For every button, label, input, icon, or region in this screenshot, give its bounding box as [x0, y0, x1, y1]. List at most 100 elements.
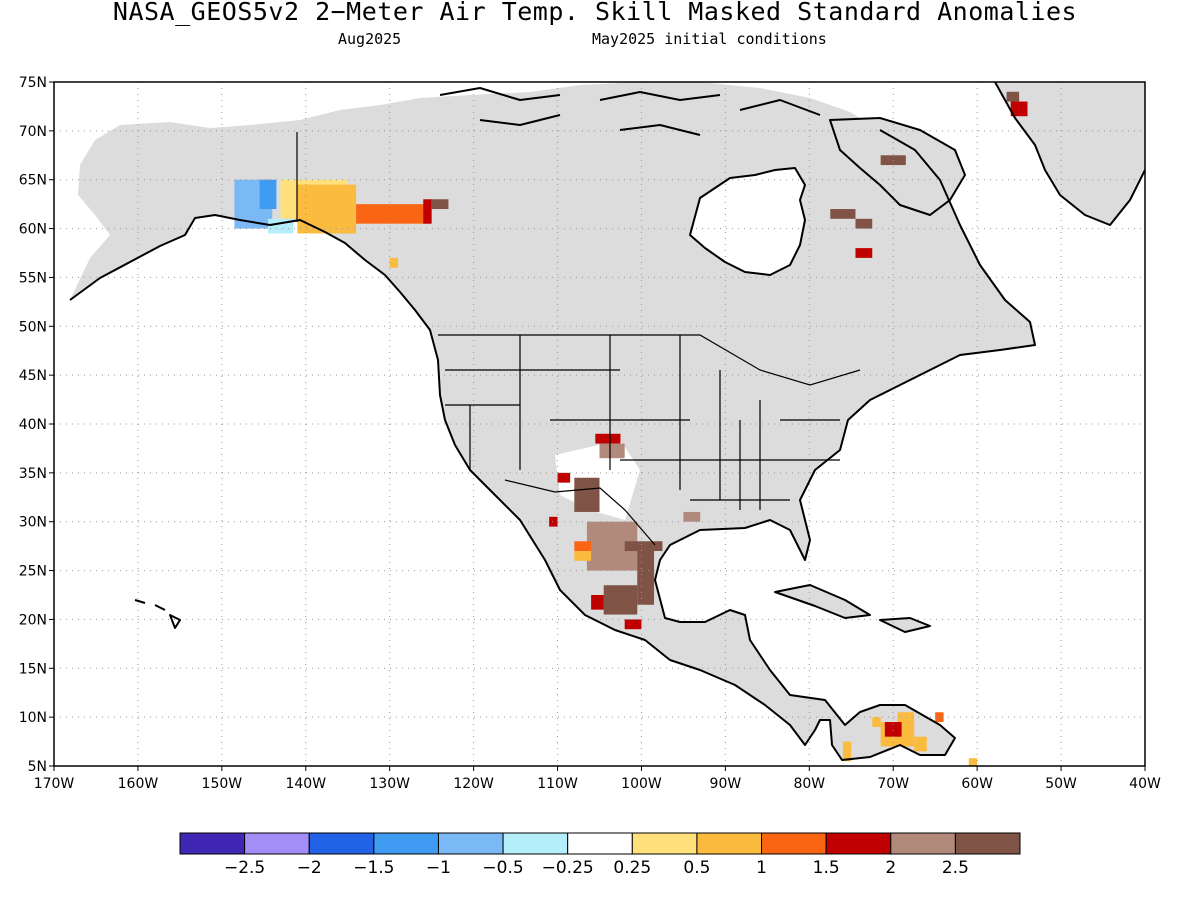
arctic-islands-masked-area — [830, 118, 965, 215]
colorbar-label: 0.5 — [683, 858, 710, 878]
coastlines — [69, 82, 1145, 761]
valid-month: Aug2025 — [338, 30, 402, 48]
political-borders — [296, 132, 861, 546]
arctic-islands-coastline — [829, 117, 966, 216]
colorbar-label: −1 — [426, 858, 451, 878]
anomaly-patch — [1006, 91, 1020, 102]
lat-tick-label: 40N — [19, 417, 47, 433]
colorbar-swatch — [890, 832, 956, 855]
anomaly-patch — [599, 443, 625, 459]
lat-tick-label: 55N — [19, 270, 47, 286]
anomaly-patch — [855, 218, 873, 229]
lon-tick-label: 170W — [34, 776, 75, 792]
colorbar-label: 2.5 — [942, 858, 969, 878]
colorbar-swatch — [437, 832, 504, 855]
lat-tick-label: 65N — [19, 173, 47, 189]
colorbar-label: −2 — [297, 858, 322, 878]
lat-tick-label: 35N — [19, 466, 47, 482]
anomaly-patch — [595, 433, 621, 444]
anomaly-patch — [884, 722, 902, 737]
colorbar-swatch — [373, 832, 439, 855]
colorbar-label: 1 — [756, 858, 767, 878]
hispaniola-coastline — [879, 617, 931, 633]
hudson-bay — [690, 168, 805, 275]
anomaly-patch — [914, 736, 927, 752]
anomaly-patch — [637, 546, 655, 605]
latitude-axis: 75N 70N 65N 60N 55N 50N 45N 40N 35N 30N 25N 20N 15N 1… — [19, 75, 54, 775]
lat-tick-label: 25N — [19, 564, 47, 580]
lat-tick-label: 20N — [19, 612, 47, 628]
lat-tick-label: 30N — [19, 515, 47, 531]
cuba-coastline — [774, 584, 871, 619]
lon-tick-label: 100W — [621, 776, 662, 792]
anomaly-patch — [574, 551, 592, 561]
anomaly-patch — [389, 257, 399, 268]
anomaly-patch — [897, 712, 915, 723]
lat-tick-label: 60N — [19, 222, 47, 238]
anomaly-patch — [872, 717, 881, 727]
greenland-coastline — [994, 82, 1145, 226]
initial-conditions-label: May2025 initial conditions — [592, 30, 827, 48]
lat-tick-label: 10N — [19, 710, 47, 726]
anomaly-patch — [259, 179, 277, 210]
colorbar-label: 2 — [885, 858, 896, 878]
colorbar-swatch — [825, 832, 892, 855]
us-mexico-border — [504, 479, 656, 546]
lon-tick-label: 110W — [537, 776, 578, 792]
hawaii-coastline — [134, 599, 181, 629]
greenland-masked-area — [995, 82, 1145, 225]
colorbar-swatch — [954, 832, 1021, 855]
colorbar-swatch — [567, 832, 633, 855]
colorbar-label: −0.5 — [482, 858, 523, 878]
lat-tick-label: 15N — [19, 661, 47, 677]
lat-tick-label: 50N — [19, 319, 47, 335]
lon-tick-label: 130W — [369, 776, 410, 792]
colorbar-swatch — [179, 832, 246, 855]
anomaly-patch — [624, 541, 663, 552]
lon-tick-label: 80W — [793, 776, 825, 792]
colorbar-label: 1.5 — [813, 858, 840, 878]
longitude-axis: 170W 160W 150W 140W 130W 120W 110W 100W 90W 80W 70… — [34, 766, 1161, 792]
colorbar-label: 0.25 — [613, 858, 651, 878]
anomaly-patch — [356, 204, 428, 224]
colorbar: −2.5 −2 −1.5 −1 −0.5 −0.25 0.25 0.5 1 1.5 2 2.5 — [179, 832, 1021, 878]
anomaly-patch — [830, 209, 856, 219]
lat-tick-label: 45N — [19, 368, 47, 384]
anomaly-patch — [842, 741, 852, 762]
anomaly-patch — [603, 585, 638, 615]
colorbar-swatch — [631, 832, 698, 855]
lon-tick-label: 60W — [961, 776, 993, 792]
anomaly-patch — [968, 758, 978, 766]
anomaly-patch — [855, 248, 873, 258]
anomaly-patch — [423, 199, 432, 224]
lon-tick-label: 90W — [710, 776, 742, 792]
colorbar-swatch — [761, 832, 827, 855]
colorbar-label: −1.5 — [353, 858, 394, 878]
colorbar-swatch — [696, 832, 763, 855]
lat-tick-label: 75N — [19, 75, 47, 91]
lon-tick-label: 50W — [1045, 776, 1077, 792]
anomaly-patch — [574, 477, 600, 512]
anomaly-patch — [935, 712, 944, 723]
anomaly-patch — [549, 516, 558, 527]
hudson-bay-coastline — [689, 167, 806, 276]
arctic-archipelago-coastline — [439, 87, 821, 136]
anomaly-patch — [683, 511, 701, 522]
lon-tick-label: 150W — [202, 776, 243, 792]
colorbar-label: −0.25 — [542, 858, 594, 878]
colorbar-swatch — [244, 832, 310, 855]
lat-tick-label: 70N — [19, 124, 47, 140]
anomaly-patch — [431, 199, 449, 210]
lon-tick-label: 40W — [1129, 776, 1161, 792]
colorbar-label: −2.5 — [224, 858, 265, 878]
graticule — [54, 82, 1145, 766]
anomaly-patch — [624, 619, 642, 630]
cuba-masked-area — [775, 585, 870, 618]
colorbar-swatch — [502, 832, 569, 855]
lon-tick-label: 140W — [285, 776, 326, 792]
map-title: NASA_GEOS5v2 2−Meter Air Temp. Skill Mas… — [112, 0, 1078, 26]
anomaly-patch — [297, 184, 357, 234]
anomaly-patch — [557, 472, 571, 483]
lon-tick-label: 160W — [118, 776, 159, 792]
